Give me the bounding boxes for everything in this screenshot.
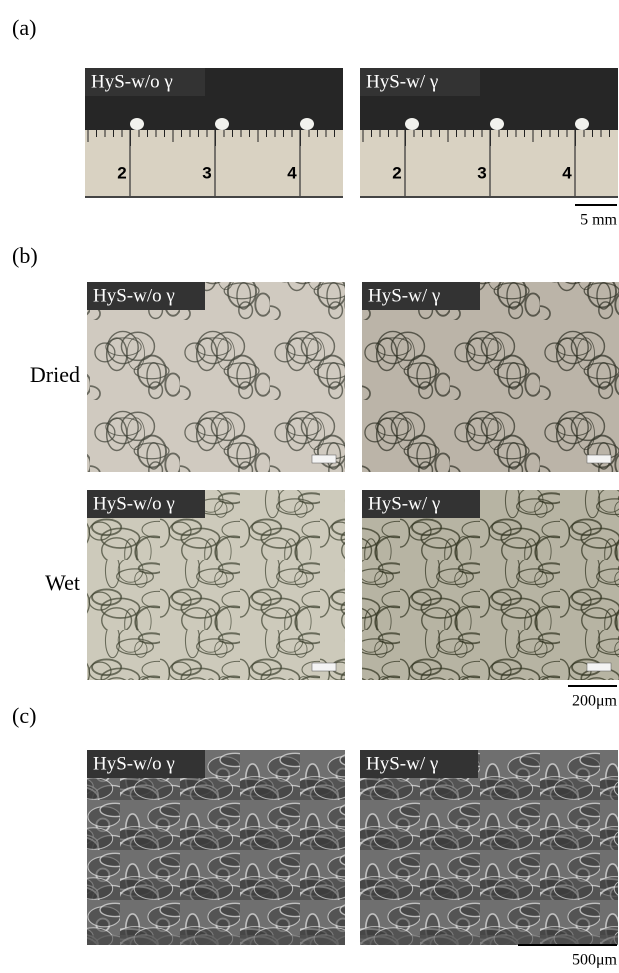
- panel-label: (b): [12, 243, 38, 268]
- sem-footer: [87, 935, 345, 945]
- micrograph-shade: [362, 490, 619, 680]
- row-label: Dried: [30, 362, 80, 387]
- image-scale-bar: [312, 663, 336, 671]
- panel-label: (a): [12, 15, 36, 40]
- image-caption: HyS-w/ γ: [366, 71, 438, 92]
- ruler-number: 3: [477, 163, 486, 182]
- image-scale-bar: [312, 455, 336, 463]
- sample-pellet: [130, 118, 144, 130]
- scale-bar-label: 500μm: [572, 952, 618, 969]
- image-caption: HyS-w/ γ: [366, 753, 438, 774]
- sem-footer: [360, 935, 618, 945]
- image-caption: HyS-w/ γ: [368, 493, 440, 514]
- panel-label: (c): [12, 703, 36, 728]
- sample-pellet: [490, 118, 504, 130]
- ruler-edge: [85, 196, 343, 198]
- image-caption: HyS-w/ γ: [368, 285, 440, 306]
- image-caption: HyS-w/o γ: [93, 285, 175, 306]
- scale-bar-label: 200μm: [572, 693, 618, 710]
- ruler-number: 2: [117, 163, 126, 182]
- ruler-number: 4: [287, 163, 297, 182]
- ruler-number: 4: [562, 163, 572, 182]
- image-caption: HyS-w/o γ: [91, 71, 173, 92]
- ruler-edge: [360, 196, 618, 198]
- image-caption: HyS-w/o γ: [93, 753, 175, 774]
- image-scale-bar: [587, 663, 611, 671]
- sample-pellet: [575, 118, 589, 130]
- sem-image: [87, 750, 345, 945]
- ruler-number: 2: [392, 163, 401, 182]
- ruler-number: 3: [202, 163, 211, 182]
- sample-pellet: [300, 118, 314, 130]
- sem-image: [360, 750, 618, 945]
- image-scale-bar: [587, 455, 611, 463]
- micrograph-shade: [87, 490, 345, 680]
- figure: (a) 2 3 4 HyS-w/o γ 2 3 4 HyS-w/ γ 5 mm (b) Dried Hy…: [0, 0, 619, 973]
- sample-pellet: [405, 118, 419, 130]
- image-caption: HyS-w/o γ: [93, 493, 175, 514]
- sample-pellet: [215, 118, 229, 130]
- micrograph-shade: [87, 282, 345, 472]
- row-label: Wet: [45, 570, 80, 595]
- scale-bar-label: 5 mm: [580, 212, 617, 229]
- micrograph-shade: [362, 282, 619, 472]
